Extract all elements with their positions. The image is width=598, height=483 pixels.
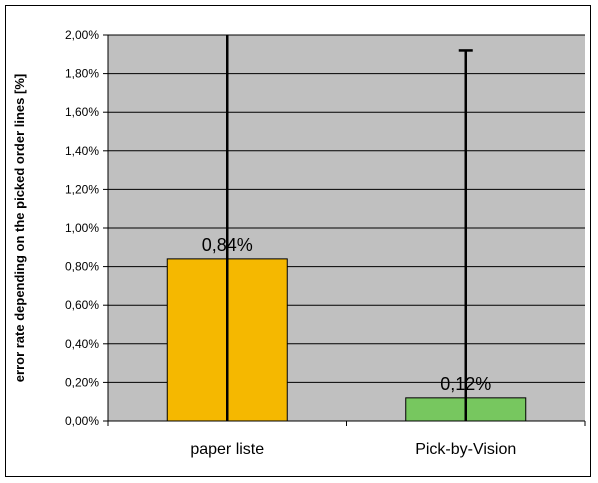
y-tick-label: 0,20% bbox=[65, 375, 99, 389]
axes bbox=[103, 34, 586, 426]
gridlines bbox=[108, 34, 585, 383]
error-bars bbox=[226, 35, 473, 421]
y-tick-label: 2,00% bbox=[65, 28, 99, 42]
data-label: 0,84% bbox=[202, 235, 253, 255]
data-labels: 0,84% 0,12% bbox=[202, 235, 492, 394]
x-category-labels: paper liste Pick-by-Vision bbox=[190, 441, 516, 458]
y-tick-label: 0,60% bbox=[65, 298, 99, 312]
y-tick-label: 1,40% bbox=[65, 144, 99, 158]
y-tick-label: 1,20% bbox=[65, 182, 99, 196]
y-tick-label: 0,40% bbox=[65, 337, 99, 351]
y-tick-label: 1,00% bbox=[65, 221, 99, 235]
y-tick-label: 0,00% bbox=[65, 414, 99, 428]
y-tick-label: 0,80% bbox=[65, 260, 99, 274]
y-tick-labels: 0,00% 0,20% 0,40% 0,60% 0,80% 1,00% 1,20% 1,40%… bbox=[65, 28, 99, 428]
y-tick-label: 1,60% bbox=[65, 105, 99, 119]
x-category-label: Pick-by-Vision bbox=[415, 441, 516, 458]
y-tick-label: 1,80% bbox=[65, 67, 99, 81]
data-label: 0,12% bbox=[440, 374, 491, 394]
x-category-label: paper liste bbox=[190, 441, 264, 458]
y-axis-title: error rate depending on the picked order… bbox=[12, 74, 27, 382]
